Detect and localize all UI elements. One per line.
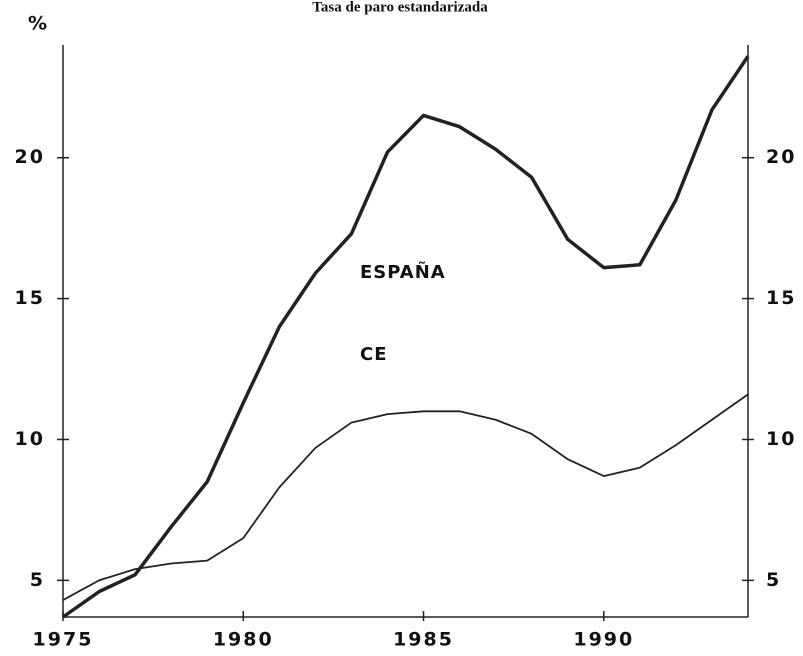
x-tick-label: 1990 xyxy=(573,629,634,651)
x-tick-label: 1980 xyxy=(213,629,274,651)
line-series xyxy=(62,393,749,601)
x-tick-label: 1985 xyxy=(393,629,454,651)
y2-tick-label: 10 xyxy=(766,428,796,450)
y-tick-label: 15 xyxy=(15,287,45,309)
series-label: ESPAÑA xyxy=(360,260,446,283)
y2-tick-label: 5 xyxy=(766,569,781,591)
y-tick-label: 5 xyxy=(30,569,45,591)
chart-title: Tasa de paro estandarizada xyxy=(312,0,488,15)
y-axis-label: % xyxy=(28,13,49,35)
line-series xyxy=(61,55,750,619)
y2-tick-label: 15 xyxy=(766,287,796,309)
y-tick-label: 20 xyxy=(15,146,45,168)
x-tick-label: 1975 xyxy=(33,629,94,651)
y-tick-label: 10 xyxy=(15,428,45,450)
y2-tick-label: 20 xyxy=(766,146,796,168)
series-label: CE xyxy=(360,344,388,365)
